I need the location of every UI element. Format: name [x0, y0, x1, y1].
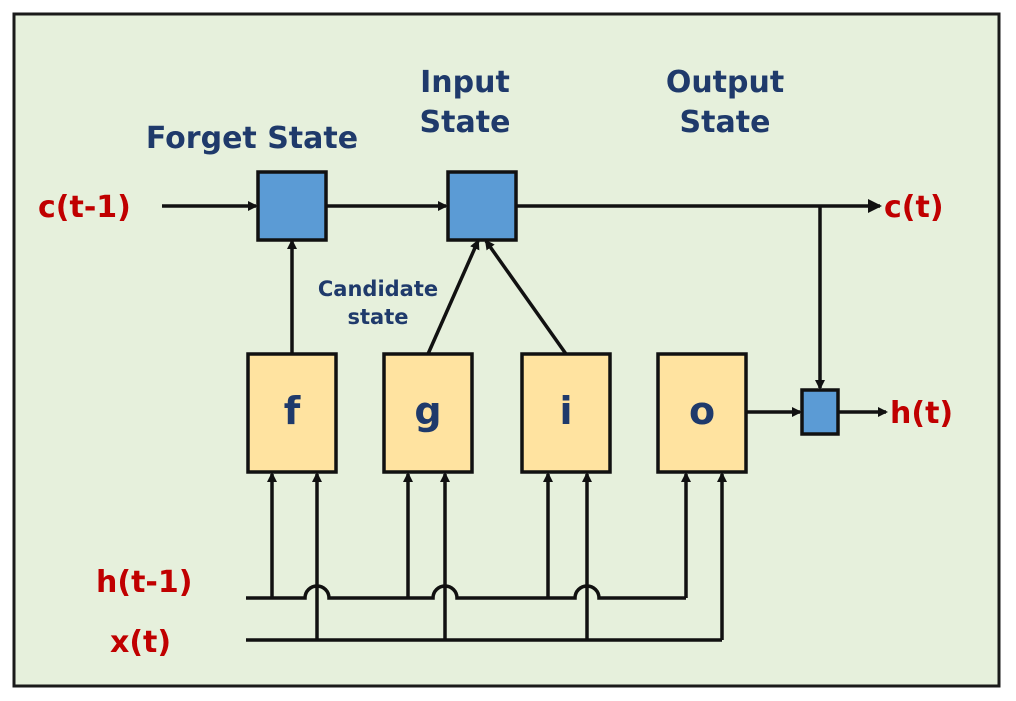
i-to-input-arrow: [484, 239, 568, 356]
gate-o-box: [656, 352, 748, 474]
forget-op-square: [256, 170, 328, 242]
gate-f-label: f: [284, 389, 301, 433]
output-state-title-line1: Output: [666, 65, 784, 100]
gate-o-label: o: [689, 389, 715, 433]
forget-state-title: Forget State: [146, 121, 358, 156]
candidate-state-label-line1: Candidate: [318, 277, 438, 301]
input-state-title-line1: Input: [420, 65, 510, 100]
gate-f-box: [246, 352, 338, 474]
output-state-title-line2: State: [680, 105, 771, 140]
h-prev-label: h(t-1): [96, 565, 192, 600]
candidate-state-label-line2: state: [348, 305, 409, 329]
h-next-label: h(t): [890, 396, 953, 431]
input-state-title-line2: State: [420, 105, 511, 140]
output-op-square: [800, 388, 840, 436]
x-t-label: x(t): [110, 625, 171, 660]
input-op-square: [446, 170, 518, 242]
gate-g-box: [382, 352, 474, 474]
g-to-input-arrow: [426, 239, 480, 355]
c-next-label: c(t): [884, 190, 944, 225]
gate-i-box: [520, 352, 612, 474]
diagram-panel: [12, 12, 1001, 688]
gate-g-label: g: [414, 389, 441, 433]
c-prev-label: c(t-1): [38, 190, 131, 225]
gate-i-label: i: [559, 389, 572, 433]
